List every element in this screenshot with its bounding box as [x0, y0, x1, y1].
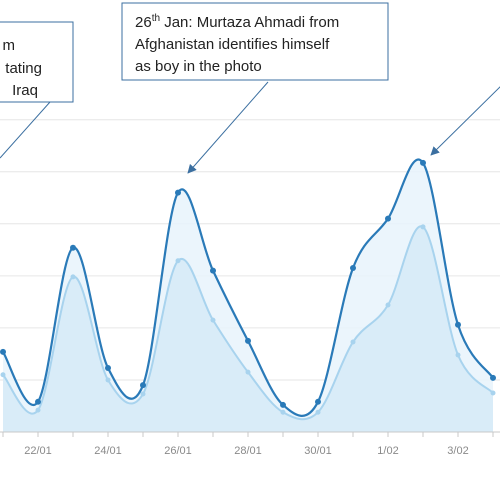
point: [0, 372, 6, 378]
point: [455, 321, 461, 328]
x-tick-label: 30/01: [304, 445, 332, 457]
point: [0, 348, 6, 355]
annotation-arrow: [187, 81, 269, 174]
point: [70, 274, 76, 280]
annotation-line: tating: [5, 60, 42, 77]
annotation-line: m: [3, 37, 16, 54]
point: [140, 382, 146, 389]
point: [245, 337, 251, 344]
annotation-line: Iraq: [12, 82, 38, 99]
annotation-sup: th: [152, 13, 160, 24]
point: [35, 407, 41, 413]
point: [210, 317, 216, 323]
point: [315, 409, 321, 415]
point: [105, 377, 111, 383]
point: [455, 352, 461, 358]
annotation-line: as boy in the photo: [135, 58, 262, 75]
x-tick-label: 3/02: [447, 445, 468, 457]
point: [280, 409, 286, 415]
point: [490, 390, 496, 396]
annotation-text: m tating Iraq 26th Jan: Murtaza Ahmadi f…: [3, 13, 340, 99]
x-tick-label: 24/01: [94, 445, 122, 457]
annotation-line: 26th Jan: Murtaza Ahmadi from: [135, 13, 339, 31]
annotation-arrow: [430, 86, 500, 156]
annotation-line: Afghanistan identifies himself: [135, 36, 330, 53]
point: [315, 398, 321, 405]
point: [175, 258, 181, 264]
annotation-box: [0, 21, 74, 103]
point: [245, 369, 251, 375]
point: [140, 391, 146, 397]
annotation-box: [121, 2, 389, 81]
point: [210, 267, 216, 274]
x-tick-label: 22/01: [24, 445, 52, 457]
point: [490, 374, 496, 381]
x-tick-label: 1/02: [377, 445, 398, 457]
point: [70, 244, 76, 251]
annotation-part: 26: [135, 14, 152, 31]
x-tick-label: 28/01: [234, 445, 262, 457]
point: [420, 159, 426, 166]
point: [385, 302, 391, 308]
annotation-part: Jan: Murtaza Ahmadi from: [160, 14, 339, 31]
point: [350, 265, 356, 272]
annotation-arrow: [0, 101, 51, 159]
point: [105, 364, 111, 371]
point: [350, 339, 356, 345]
point: [385, 215, 391, 222]
point: [175, 189, 181, 196]
point: [280, 401, 286, 408]
x-tick-label: 26/01: [164, 445, 192, 457]
area: [3, 226, 493, 432]
point: [35, 398, 41, 405]
point: [420, 224, 426, 230]
line: [2, 158, 494, 417]
